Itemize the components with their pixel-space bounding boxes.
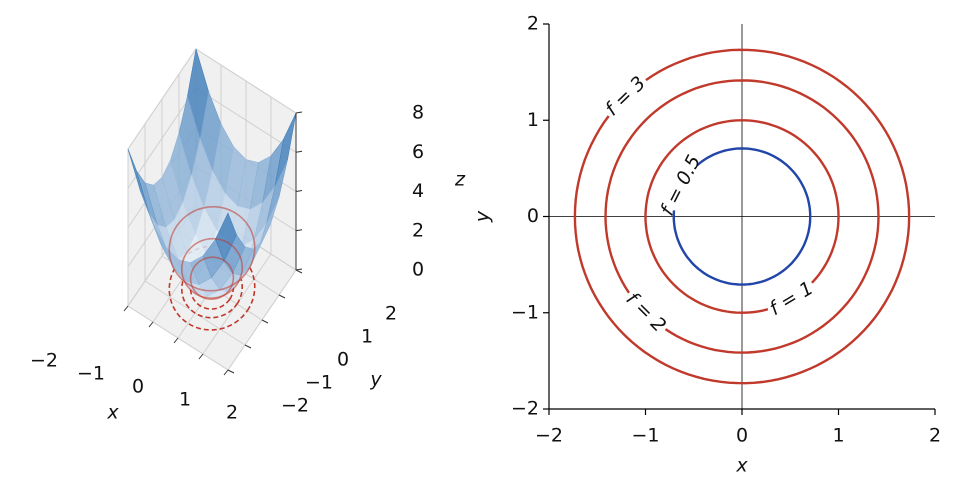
floor-contour (181, 257, 243, 319)
x-tick-label: 0 (736, 425, 748, 447)
grid-line (127, 48, 197, 150)
z-tick (295, 268, 303, 271)
contour-line (573, 48, 911, 385)
z-tick (295, 229, 303, 232)
y-tick-label: −2 (511, 398, 539, 420)
contour-label: f = 1 (766, 277, 817, 320)
x-tick (198, 353, 204, 360)
z-tick (295, 150, 303, 153)
contour-line (604, 79, 880, 354)
y-tick-label: 0 (527, 205, 539, 227)
x-tick (148, 321, 154, 328)
y-axis-label: y (472, 210, 494, 223)
surface-contour (181, 237, 243, 299)
z-tick-label: 4 (412, 180, 424, 202)
y-tick (295, 269, 303, 274)
y-tick (227, 369, 235, 374)
z-tick (295, 190, 303, 192)
y-tick (244, 344, 252, 349)
floor-contour (168, 245, 256, 331)
x-tick-label: 1 (832, 425, 844, 447)
x-tick (223, 369, 229, 376)
x-tick-label: 2 (226, 402, 238, 424)
grid-line (127, 87, 197, 189)
contour-label: f = 2 (622, 288, 671, 337)
grid-line (195, 48, 297, 114)
y-tick-label: 2 (527, 13, 539, 35)
y-tick (261, 319, 269, 324)
y-tick-label: 1 (361, 326, 373, 348)
x-tick-label: 0 (132, 376, 144, 398)
x-axis-label: x (106, 402, 119, 424)
y-tick-label: −1 (511, 301, 539, 323)
grid-line (195, 87, 297, 153)
x-tick-label: 2 (929, 425, 941, 447)
y-axis-label: y (369, 369, 382, 391)
y-tick-label: −1 (305, 372, 333, 394)
y-tick-label: 0 (337, 349, 349, 371)
z-tick-label: 8 (412, 102, 424, 124)
z-tick-label: 6 (412, 141, 424, 163)
x-tick-label: −1 (77, 363, 105, 385)
z-tick-label: 0 (412, 259, 424, 281)
contour-line (644, 119, 840, 314)
contour-line (672, 147, 812, 286)
x-tick (123, 305, 129, 312)
surface-contour (168, 206, 256, 292)
surface-patch (215, 212, 237, 262)
surface-contour (189, 256, 235, 301)
x-tick-label: 1 (179, 389, 191, 411)
z-tick-label: 2 (412, 219, 424, 241)
z-tick (295, 111, 303, 114)
y-tick-label: 1 (527, 109, 539, 131)
y-tick-label: 2 (385, 303, 397, 325)
contour-label: f = 3 (601, 72, 650, 120)
z-axis-label: z (454, 169, 466, 191)
y-tick-label: −2 (281, 395, 309, 417)
x-tick-label: −2 (535, 425, 563, 447)
x-tick-label: −1 (631, 425, 659, 447)
x-tick-label: −2 (30, 350, 58, 372)
y-tick (278, 294, 286, 299)
x-axis-label: x (735, 455, 748, 477)
x-tick (173, 337, 179, 344)
